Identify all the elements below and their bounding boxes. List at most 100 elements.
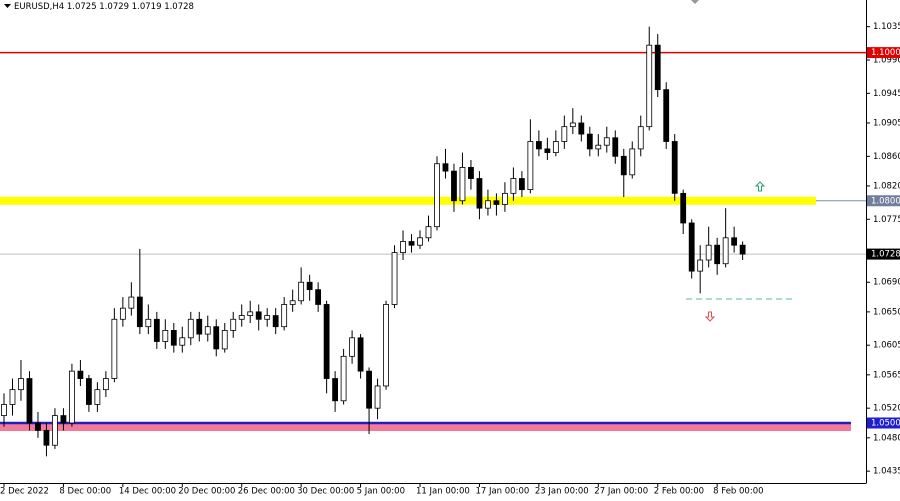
- down-arrow: [704, 311, 716, 322]
- x-tick-label: 11 Jan 00:00: [416, 487, 470, 497]
- symbol-menu-icon[interactable]: [4, 4, 11, 8]
- y-tick-label: 1.0905: [873, 118, 900, 128]
- candle-body: [238, 315, 245, 320]
- candle-body: [86, 378, 92, 405]
- candle-body: [136, 296, 143, 328]
- x-tick-label: 8 Dec 00:00: [59, 487, 111, 497]
- candle-body: [586, 133, 593, 150]
- candle-body: [349, 337, 355, 357]
- candle-body: [620, 155, 627, 176]
- candle-body: [315, 289, 322, 305]
- candle-body: [629, 148, 636, 176]
- candle-body: [595, 144, 602, 150]
- candle-body: [26, 378, 33, 424]
- candle-body: [221, 329, 228, 350]
- x-tick-label: 8 Feb 00:00: [713, 487, 763, 497]
- y-tick-label: 1.0690: [873, 278, 900, 288]
- candle-body: [442, 163, 449, 172]
- candle-body: [535, 141, 542, 150]
- candle-body: [552, 141, 559, 154]
- candle-body: [170, 329, 177, 346]
- candle-body: [663, 89, 670, 142]
- candle-body: [35, 422, 41, 431]
- candle-body: [306, 281, 313, 291]
- candle-body: [451, 170, 457, 202]
- y-tick-label: 1.1035: [873, 22, 900, 32]
- y-tick-label: 1.0480: [873, 433, 900, 443]
- up-arrow: [754, 181, 766, 192]
- axis-layer: 1.1035 1.0990 1.0945 1.0905 1.0860 1.0820 1.07…: [0, 22, 900, 497]
- last-price-label: 1.0728: [871, 250, 900, 260]
- x-tick-label: 20 Dec 00:00: [178, 487, 235, 497]
- candle-body: [145, 318, 152, 328]
- candle-body: [128, 296, 135, 309]
- y-tick-label: 1.0775: [873, 215, 900, 225]
- level-label-box: [867, 417, 900, 429]
- y-tick-label: 1.0520: [873, 404, 900, 414]
- candle-body: [714, 244, 721, 265]
- candle-body: [697, 259, 704, 272]
- candle-body: [213, 326, 220, 350]
- candle-body: [179, 337, 186, 346]
- candle-body: [468, 167, 474, 179]
- candle-body: [476, 178, 483, 209]
- candle-body: [722, 237, 729, 265]
- zone-band: [0, 423, 851, 431]
- candle-body: [204, 326, 211, 335]
- candle-body: [289, 300, 296, 305]
- candle-body: [493, 200, 500, 205]
- candle-body: [569, 122, 576, 128]
- candle-body: [119, 307, 126, 320]
- candle-body: [272, 315, 279, 328]
- y-tick-label: 1.0605: [873, 341, 900, 351]
- candle-body: [527, 141, 534, 191]
- candle-body: [60, 415, 67, 424]
- candle-body: [357, 337, 364, 372]
- x-tick-label: 23 Jan 00:00: [535, 487, 589, 497]
- candle-body: [434, 163, 440, 228]
- candle-body: [281, 304, 288, 328]
- y-tick-label: 1.0820: [873, 181, 900, 191]
- x-tick-label: 2 Dec 2022: [0, 487, 49, 497]
- y-tick-label: 1.0650: [873, 307, 900, 317]
- candle-body: [637, 126, 644, 150]
- candle-body: [459, 167, 466, 202]
- level-label-box: [867, 195, 900, 207]
- chart-title: EURUSD,H4 1.0725 1.0729 1.0719 1.0728: [14, 2, 194, 12]
- y-tick-label: 1.0945: [873, 89, 900, 99]
- candle-body: [366, 370, 372, 409]
- candle-body: [196, 318, 203, 335]
- candle-body: [111, 318, 118, 379]
- candle-body: [94, 389, 101, 405]
- candle-body: [9, 389, 16, 405]
- candle-body: [408, 241, 415, 246]
- candle-body: [544, 148, 551, 154]
- x-tick-label: 5 Jan 00:00: [357, 487, 405, 497]
- candle-body: [425, 226, 432, 239]
- level-label: 1.0500: [871, 418, 900, 428]
- candle-body: [680, 192, 687, 224]
- candle-body: [77, 370, 84, 379]
- candle-body: [230, 318, 237, 331]
- candle-body: [417, 237, 423, 246]
- candle-body: [518, 178, 525, 191]
- x-tick-label: 2 Feb 00:00: [654, 487, 704, 497]
- candle-body: [561, 126, 568, 142]
- candle-body: [578, 122, 585, 135]
- candle-body: [739, 244, 746, 255]
- level-label-box: [867, 47, 900, 59]
- candle-body: [1, 404, 7, 416]
- candle-body: [612, 137, 619, 157]
- candle-body: [603, 137, 610, 146]
- x-tick-label: 17 Jan 00:00: [475, 487, 529, 497]
- last-price-box: [867, 248, 900, 260]
- candle-body: [187, 318, 194, 339]
- candle-body: [102, 378, 109, 391]
- candle-body: [391, 252, 398, 305]
- candle-body: [69, 370, 75, 424]
- y-tick-label: 1.0565: [873, 370, 900, 380]
- candle-body: [255, 311, 262, 320]
- candle-body: [340, 355, 347, 402]
